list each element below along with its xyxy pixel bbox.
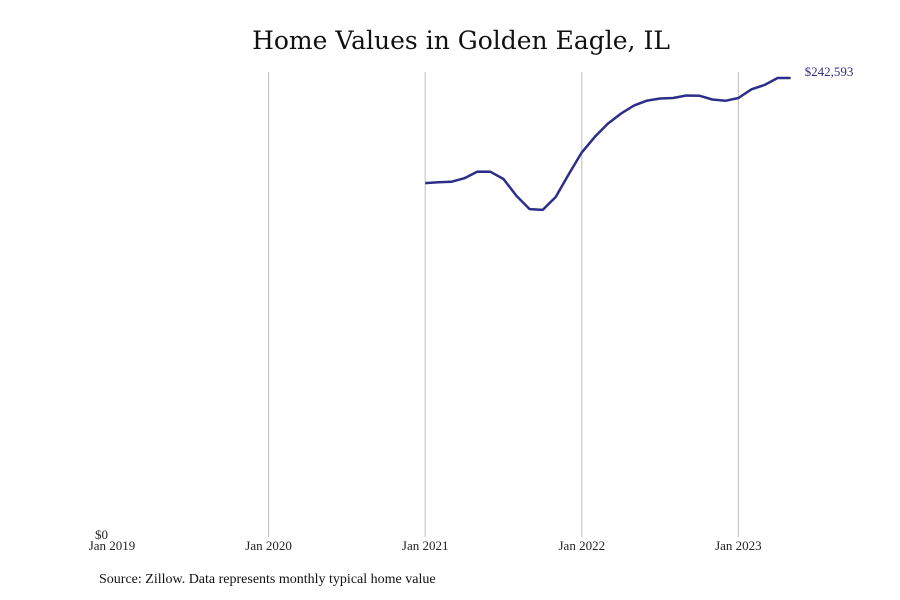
end-value-label: $242,593 — [805, 64, 854, 79]
gridlines — [268, 72, 739, 537]
x-tick-label-2020: Jan 2020 — [245, 538, 292, 553]
x-tick-label-2019: Jan 2019 — [89, 538, 136, 553]
chart-title: Home Values in Golden Eagle, IL — [252, 26, 670, 55]
series-line-home-value — [425, 76, 791, 212]
series-line-group — [425, 76, 791, 212]
x-tick-label-2022: Jan 2022 — [559, 538, 606, 553]
x-tick-label-2021: Jan 2021 — [402, 538, 449, 553]
y-tick-label-zero: $0 — [95, 527, 108, 542]
source-note: Source: Zillow. Data represents monthly … — [99, 572, 436, 587]
tick-labels: Jan 2019 Jan 2020 Jan 2021 Jan 2022 Jan 2023… — [89, 64, 854, 553]
x-tick-label-2023: Jan 2023 — [715, 538, 762, 553]
